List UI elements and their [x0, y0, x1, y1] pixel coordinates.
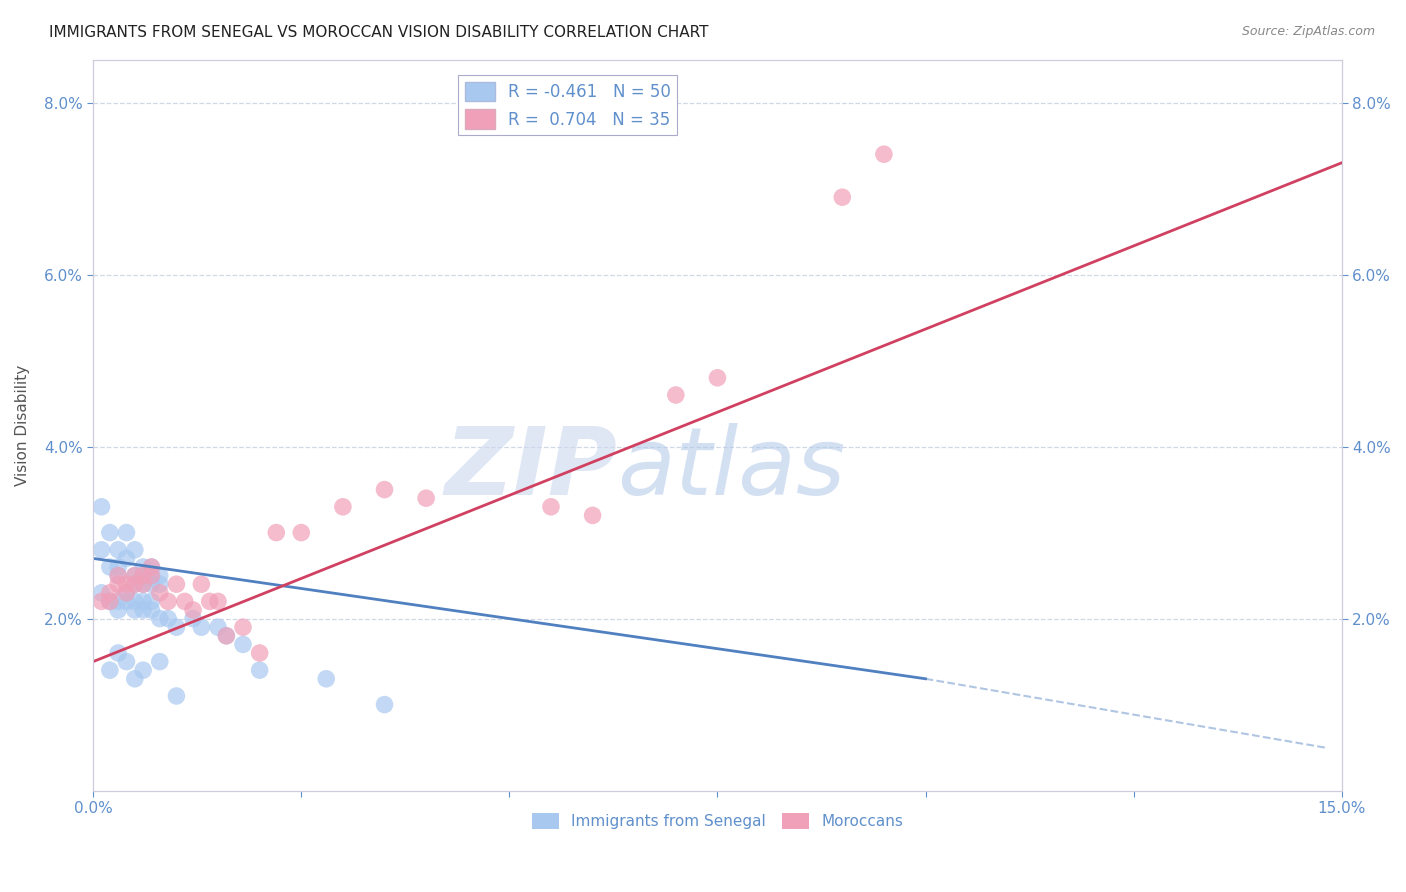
Point [132, 577, 155, 591]
Point [232, 637, 254, 651]
Point [124, 577, 146, 591]
Point [107, 568, 129, 582]
Point [124, 568, 146, 582]
Point [141, 603, 163, 617]
Point [115, 525, 138, 540]
Point [98, 525, 121, 540]
Point [215, 629, 238, 643]
Point [107, 560, 129, 574]
Point [249, 663, 271, 677]
Point [141, 560, 163, 574]
Point [141, 568, 163, 582]
Point [215, 629, 238, 643]
Point [581, 508, 603, 523]
Point [115, 594, 138, 608]
Point [181, 603, 204, 617]
Point [115, 586, 138, 600]
Point [831, 190, 853, 204]
Text: ZIP: ZIP [444, 423, 617, 515]
Point [90, 542, 112, 557]
Point [232, 620, 254, 634]
Point [132, 603, 155, 617]
Point [540, 500, 562, 514]
Point [124, 672, 146, 686]
Point [373, 483, 395, 497]
Point [115, 586, 138, 600]
Point [132, 663, 155, 677]
Point [107, 594, 129, 608]
Point [98, 560, 121, 574]
Point [149, 611, 172, 625]
Point [107, 646, 129, 660]
Point [141, 568, 163, 582]
Y-axis label: Vision Disability: Vision Disability [15, 365, 30, 486]
Point [115, 551, 138, 566]
Point [90, 594, 112, 608]
Point [332, 500, 354, 514]
Point [266, 525, 288, 540]
Point [115, 577, 138, 591]
Point [190, 577, 212, 591]
Point [181, 611, 204, 625]
Point [98, 586, 121, 600]
Point [98, 663, 121, 677]
Point [873, 147, 896, 161]
Text: Source: ZipAtlas.com: Source: ZipAtlas.com [1241, 25, 1375, 38]
Point [157, 611, 180, 625]
Point [141, 577, 163, 591]
Point [706, 371, 728, 385]
Point [107, 577, 129, 591]
Point [157, 594, 180, 608]
Point [149, 568, 172, 582]
Point [290, 525, 312, 540]
Point [107, 542, 129, 557]
Point [149, 577, 172, 591]
Point [132, 560, 155, 574]
Text: IMMIGRANTS FROM SENEGAL VS MOROCCAN VISION DISABILITY CORRELATION CHART: IMMIGRANTS FROM SENEGAL VS MOROCCAN VISI… [49, 25, 709, 40]
Point [98, 594, 121, 608]
Point [249, 646, 271, 660]
Point [124, 603, 146, 617]
Point [165, 577, 187, 591]
Point [665, 388, 688, 402]
Legend: Immigrants from Senegal, Moroccans: Immigrants from Senegal, Moroccans [526, 807, 910, 836]
Point [107, 568, 129, 582]
Point [98, 594, 121, 608]
Point [207, 620, 229, 634]
Point [190, 620, 212, 634]
Point [173, 594, 195, 608]
Point [107, 603, 129, 617]
Point [141, 594, 163, 608]
Point [315, 672, 337, 686]
Point [207, 594, 229, 608]
Point [149, 655, 172, 669]
Point [124, 568, 146, 582]
Point [115, 655, 138, 669]
Point [198, 594, 221, 608]
Point [141, 560, 163, 574]
Point [132, 568, 155, 582]
Point [132, 577, 155, 591]
Point [165, 620, 187, 634]
Point [132, 594, 155, 608]
Point [124, 542, 146, 557]
Point [165, 689, 187, 703]
Point [132, 568, 155, 582]
Point [373, 698, 395, 712]
Point [124, 577, 146, 591]
Point [90, 500, 112, 514]
Text: atlas: atlas [617, 424, 846, 515]
Point [415, 491, 437, 506]
Point [90, 586, 112, 600]
Point [124, 594, 146, 608]
Point [149, 586, 172, 600]
